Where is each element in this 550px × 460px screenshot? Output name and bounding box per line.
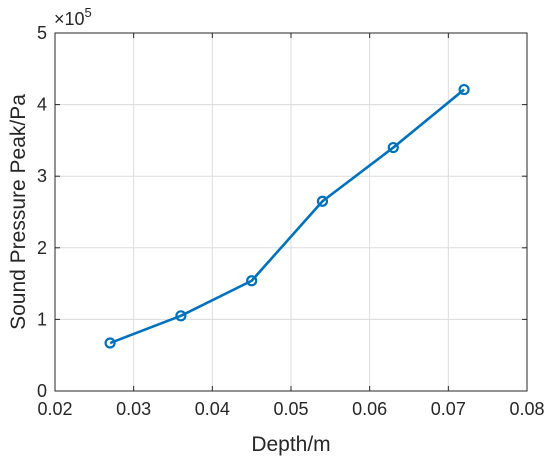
x-tick-label: 0.05	[273, 399, 308, 419]
series	[104, 83, 470, 349]
y-tick-label: 5	[37, 23, 47, 43]
data-point-marker	[387, 141, 399, 154]
y-axis-multiplier: ×105	[54, 5, 92, 29]
y-axis-multiplier-exponent: 5	[85, 5, 92, 20]
y-tick-label: 3	[37, 166, 47, 186]
x-tick-label: 0.03	[116, 399, 151, 419]
x-tick-label: 0.07	[431, 399, 466, 419]
x-tick-label: 0.06	[352, 399, 387, 419]
x-axis-label: Depth/m	[251, 433, 330, 456]
data-point-marker	[175, 310, 187, 322]
data-point-marker	[458, 83, 470, 96]
y-axis-label: Sound Pressure Peak/Pa	[7, 94, 30, 330]
x-tick-label: 0.02	[37, 399, 72, 419]
data-point-marker	[316, 195, 329, 207]
data-point-marker	[246, 275, 258, 287]
y-tick-label: 1	[37, 309, 47, 329]
series-line	[109, 88, 465, 345]
y-axis-multiplier-base: ×10	[54, 9, 85, 29]
y-tick-label: 0	[37, 381, 47, 401]
y-tick-label: 4	[37, 95, 47, 115]
y-tick-label: 2	[37, 238, 47, 258]
x-tick-label: 0.08	[509, 399, 544, 419]
x-tick-label: 0.04	[195, 399, 230, 419]
data-point-marker	[104, 337, 116, 349]
ticks: 0.02 0.03 0.04 0.05 0.06 0.07 0.08 0 1 2 3 4 5	[37, 23, 545, 419]
